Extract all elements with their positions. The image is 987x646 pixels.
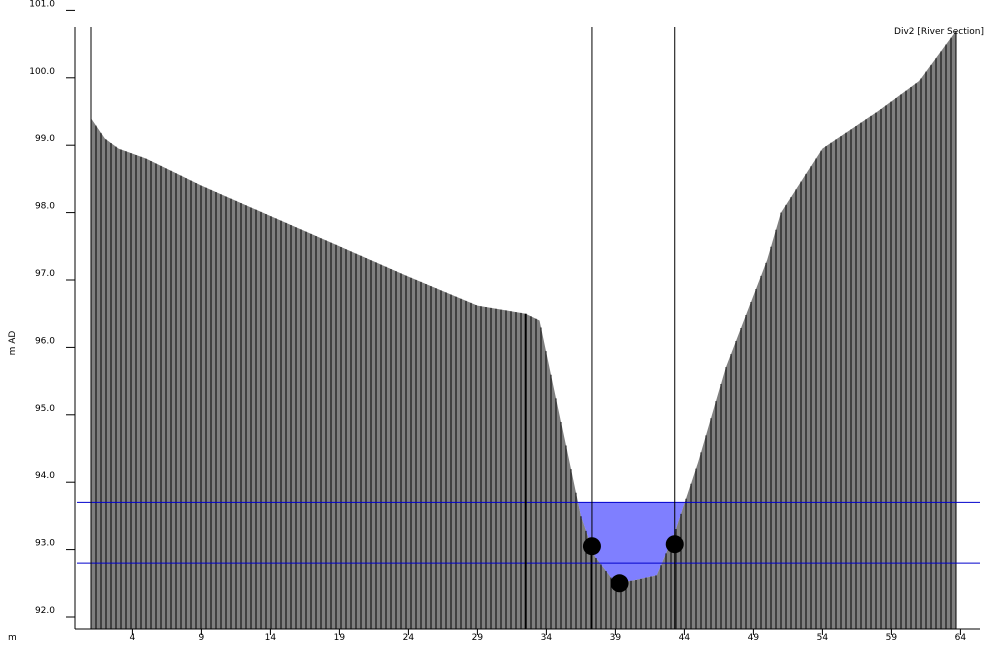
x-tick-label: 39 <box>610 633 622 643</box>
x-tick-label: 64 <box>955 633 967 643</box>
ground-hatching <box>90 30 957 629</box>
y-tick-label: 100.0 <box>29 67 55 77</box>
x-tick-label: 49 <box>748 633 760 643</box>
data-point <box>610 574 629 593</box>
x-tick-label: 59 <box>886 633 898 643</box>
ground-profile <box>91 30 957 630</box>
y-tick-label: 97.0 <box>35 269 55 279</box>
x-tick-label: 34 <box>541 633 553 643</box>
y-tick-label: 96.0 <box>35 336 55 346</box>
x-tick-label: 29 <box>472 633 484 643</box>
y-tick-label: 99.0 <box>35 134 55 144</box>
y-tick-label: 95.0 <box>35 404 55 414</box>
y-tick-label: 94.0 <box>35 471 55 481</box>
x-tick-label: 19 <box>334 633 346 643</box>
x-tick-label: 4 <box>130 633 136 643</box>
x-tick-label: 9 <box>199 633 205 643</box>
y-axis-label: m AD <box>8 331 18 356</box>
x-tick-label: 54 <box>817 633 829 643</box>
y-tick-label: 92.0 <box>35 606 55 616</box>
data-point <box>582 537 601 556</box>
x-tick-label: 14 <box>265 633 277 643</box>
axis-layer: 92.0 93.0 94.0 95.0 96.0 97.0 98.0 99.0 100.0 101… <box>29 0 980 643</box>
y-tick-label: 93.0 <box>35 539 55 549</box>
x-tick-label: 44 <box>679 633 691 643</box>
y-tick-label: 98.0 <box>35 202 55 212</box>
section-label: Div2 [River Section] <box>894 27 984 37</box>
y-tick-label: 101.0 <box>29 0 55 9</box>
x-axis-unit: m <box>8 633 17 643</box>
data-point <box>665 535 684 554</box>
x-tick-label: 24 <box>403 633 415 643</box>
plot-layer <box>77 27 980 630</box>
